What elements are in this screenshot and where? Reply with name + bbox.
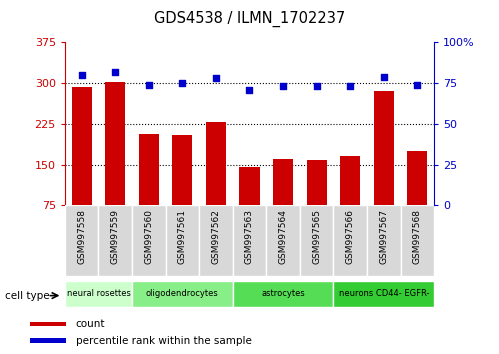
- Point: [346, 84, 354, 89]
- Bar: [65, 281, 132, 307]
- Text: GSM997560: GSM997560: [144, 209, 153, 264]
- Bar: [166, 205, 199, 276]
- Text: GSM997565: GSM997565: [312, 209, 321, 264]
- Bar: [233, 205, 266, 276]
- Text: GDS4538 / ILMN_1702237: GDS4538 / ILMN_1702237: [154, 11, 345, 27]
- Bar: [266, 205, 300, 276]
- Text: GSM997566: GSM997566: [346, 209, 355, 264]
- Text: GSM997563: GSM997563: [245, 209, 254, 264]
- Text: GSM997568: GSM997568: [413, 209, 422, 264]
- Text: GSM997561: GSM997561: [178, 209, 187, 264]
- Bar: [407, 151, 428, 205]
- Text: astrocytes: astrocytes: [261, 289, 305, 298]
- Text: count: count: [76, 319, 105, 329]
- Bar: [374, 91, 394, 205]
- Bar: [233, 281, 333, 307]
- Bar: [306, 160, 327, 205]
- Point: [178, 80, 186, 86]
- Point: [313, 84, 321, 89]
- Bar: [300, 205, 333, 276]
- Point: [111, 69, 119, 75]
- Point: [413, 82, 421, 88]
- Point: [145, 82, 153, 88]
- Point: [212, 75, 220, 81]
- Bar: [98, 205, 132, 276]
- Text: GSM997558: GSM997558: [77, 209, 86, 264]
- Bar: [30, 338, 66, 343]
- Point: [246, 87, 253, 92]
- Bar: [401, 205, 434, 276]
- Text: percentile rank within the sample: percentile rank within the sample: [76, 336, 251, 346]
- Text: GSM997562: GSM997562: [212, 209, 221, 264]
- Text: neural rosettes: neural rosettes: [66, 289, 130, 298]
- Bar: [240, 167, 259, 205]
- Text: oligodendrocytes: oligodendrocytes: [146, 289, 219, 298]
- Bar: [333, 281, 434, 307]
- Bar: [30, 322, 66, 326]
- Bar: [105, 82, 125, 205]
- Point: [279, 84, 287, 89]
- Bar: [71, 87, 92, 205]
- Bar: [367, 205, 401, 276]
- Bar: [65, 205, 98, 276]
- Text: cell type: cell type: [5, 291, 49, 301]
- Text: neurons CD44- EGFR-: neurons CD44- EGFR-: [338, 289, 429, 298]
- Bar: [132, 281, 233, 307]
- Bar: [340, 156, 360, 205]
- Text: GSM997559: GSM997559: [111, 209, 120, 264]
- Bar: [132, 205, 166, 276]
- Point: [78, 72, 86, 78]
- Bar: [333, 205, 367, 276]
- Text: GSM997564: GSM997564: [278, 209, 287, 264]
- Bar: [206, 122, 226, 205]
- Text: GSM997567: GSM997567: [379, 209, 388, 264]
- Bar: [273, 159, 293, 205]
- Bar: [172, 135, 193, 205]
- Bar: [199, 205, 233, 276]
- Point: [380, 74, 388, 80]
- Bar: [139, 134, 159, 205]
